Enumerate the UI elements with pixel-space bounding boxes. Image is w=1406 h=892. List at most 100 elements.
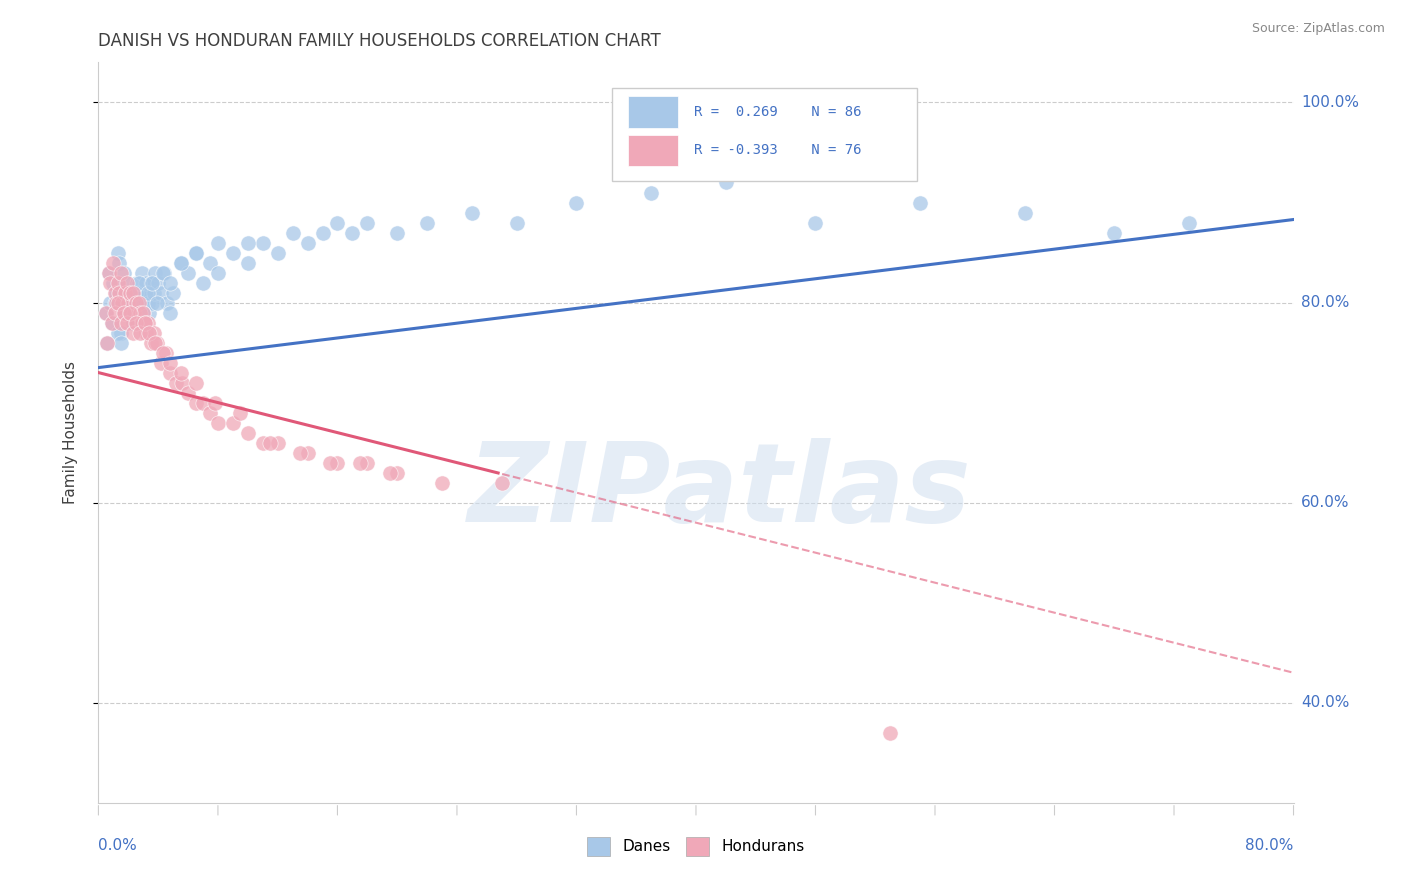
Point: [252, 235, 274, 250]
Point: [148, 276, 170, 290]
Point: [111, 295, 134, 310]
Point: [356, 456, 378, 470]
Point: [319, 456, 342, 470]
Point: [131, 316, 153, 330]
Point: [143, 266, 166, 280]
Point: [110, 335, 132, 350]
Text: Source: ZipAtlas.com: Source: ZipAtlas.com: [1251, 22, 1385, 36]
Point: [145, 295, 167, 310]
FancyBboxPatch shape: [628, 135, 678, 166]
Point: [169, 366, 191, 380]
Point: [141, 276, 163, 290]
Point: [159, 355, 181, 369]
Point: [118, 295, 141, 310]
Point: [565, 195, 588, 210]
Point: [107, 295, 129, 310]
Point: [177, 385, 200, 400]
Point: [204, 395, 226, 409]
Point: [115, 316, 138, 330]
Point: [129, 305, 152, 319]
Point: [121, 316, 143, 330]
Point: [236, 235, 259, 250]
Point: [115, 285, 138, 300]
Point: [222, 416, 245, 430]
Text: DANISH VS HONDURAN FAMILY HOUSEHOLDS CORRELATION CHART: DANISH VS HONDURAN FAMILY HOUSEHOLDS COR…: [98, 32, 661, 50]
Point: [288, 445, 311, 459]
Point: [125, 316, 148, 330]
Point: [112, 305, 135, 319]
Point: [114, 285, 136, 300]
Point: [110, 266, 132, 280]
Point: [105, 295, 128, 310]
Point: [104, 295, 127, 310]
Point: [252, 435, 274, 450]
Point: [138, 305, 160, 319]
Point: [111, 295, 134, 310]
Point: [156, 295, 179, 310]
Point: [150, 355, 173, 369]
Point: [1178, 215, 1201, 229]
Point: [127, 316, 149, 330]
Point: [107, 326, 129, 340]
Point: [120, 305, 142, 319]
Y-axis label: Family Households: Family Households: [63, 361, 77, 504]
Point: [297, 235, 319, 250]
Point: [150, 285, 173, 300]
Point: [191, 395, 214, 409]
Point: [142, 326, 165, 340]
Point: [127, 276, 149, 290]
Text: 40.0%: 40.0%: [1301, 695, 1350, 710]
Point: [121, 285, 143, 300]
Point: [107, 276, 129, 290]
Point: [103, 276, 125, 290]
Point: [159, 305, 181, 319]
Point: [143, 335, 166, 350]
Point: [120, 305, 142, 319]
Point: [378, 466, 401, 480]
Text: 60.0%: 60.0%: [1301, 495, 1350, 510]
Point: [136, 316, 159, 330]
Point: [159, 276, 181, 290]
Point: [430, 475, 453, 490]
Point: [200, 255, 222, 269]
Point: [804, 215, 827, 229]
Point: [169, 255, 191, 269]
Point: [145, 335, 167, 350]
Point: [98, 295, 122, 310]
Point: [124, 316, 146, 330]
Point: [385, 466, 409, 480]
Point: [121, 326, 143, 340]
Point: [259, 435, 281, 450]
Point: [108, 255, 131, 269]
Point: [297, 445, 319, 459]
Point: [112, 305, 135, 319]
Point: [506, 215, 529, 229]
Text: R = -0.393    N = 76: R = -0.393 N = 76: [693, 144, 860, 157]
Point: [356, 215, 378, 229]
Point: [136, 295, 159, 310]
Point: [281, 226, 304, 240]
Point: [159, 366, 181, 380]
Point: [96, 335, 118, 350]
Point: [135, 276, 157, 290]
FancyBboxPatch shape: [628, 96, 678, 128]
Point: [152, 266, 174, 280]
Point: [94, 305, 117, 319]
Point: [200, 406, 222, 420]
Point: [342, 226, 364, 240]
Point: [131, 266, 153, 280]
Point: [108, 285, 131, 300]
Point: [105, 285, 128, 300]
Legend: Danes, Hondurans: Danes, Hondurans: [581, 831, 811, 862]
Point: [461, 205, 484, 219]
Point: [129, 295, 152, 310]
Point: [416, 215, 439, 229]
Point: [908, 195, 931, 210]
Point: [207, 235, 229, 250]
Point: [97, 266, 120, 280]
Point: [125, 295, 148, 310]
Text: 80.0%: 80.0%: [1246, 838, 1294, 853]
Point: [153, 266, 176, 280]
Point: [136, 285, 159, 300]
Point: [267, 245, 290, 260]
